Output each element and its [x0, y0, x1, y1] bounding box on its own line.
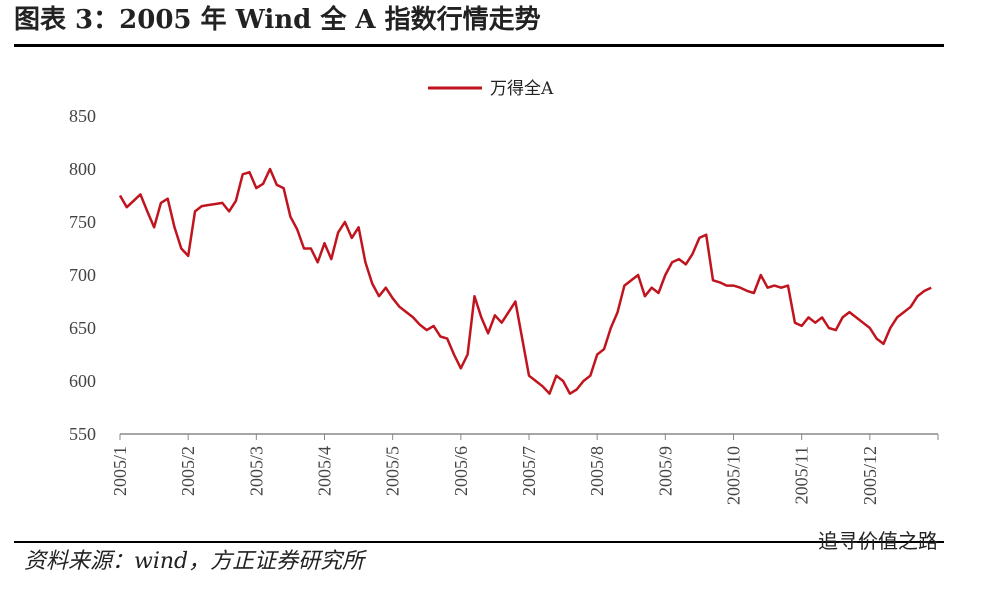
x-tick-label: 2005/9	[655, 446, 675, 496]
line	[118, 167, 932, 395]
footer-rule	[14, 541, 944, 543]
x-tick-label: 2005/11	[792, 446, 812, 504]
source: 资料来源：wind，方正证券研究所	[24, 549, 367, 574]
y-tick-label: 800	[69, 159, 96, 179]
y-tick-label: 600	[69, 371, 96, 391]
x-tick-label: 2005/6	[451, 446, 471, 496]
y-tick-label: 850	[69, 106, 96, 126]
x-tick-label: 2005/2	[178, 446, 198, 496]
x-tick-label: 2005/3	[246, 446, 266, 496]
y-tick-label: 700	[69, 265, 96, 285]
legend-label: 万得全A	[490, 79, 554, 99]
x-tick-label: 2005/12	[860, 446, 880, 505]
x-tick-label: 2005/1	[110, 446, 130, 496]
chart-title: 图表 3：2005 年 Wind 全 A 指数行情走势	[14, 4, 541, 35]
x-tick-label: 2005/8	[587, 446, 607, 496]
watermark: 追寻价值之路	[818, 529, 938, 553]
x-tick-label: 2005/5	[383, 446, 403, 496]
title-rule	[14, 44, 944, 47]
x-tick-label: 2005/7	[519, 446, 539, 496]
y-tick-label: 750	[69, 212, 96, 232]
y-tick-label: 650	[69, 318, 96, 338]
x-tick-label: 2005/10	[724, 446, 744, 505]
x-tick-label: 2005/4	[315, 446, 335, 496]
y-tick-label: 550	[69, 424, 96, 444]
